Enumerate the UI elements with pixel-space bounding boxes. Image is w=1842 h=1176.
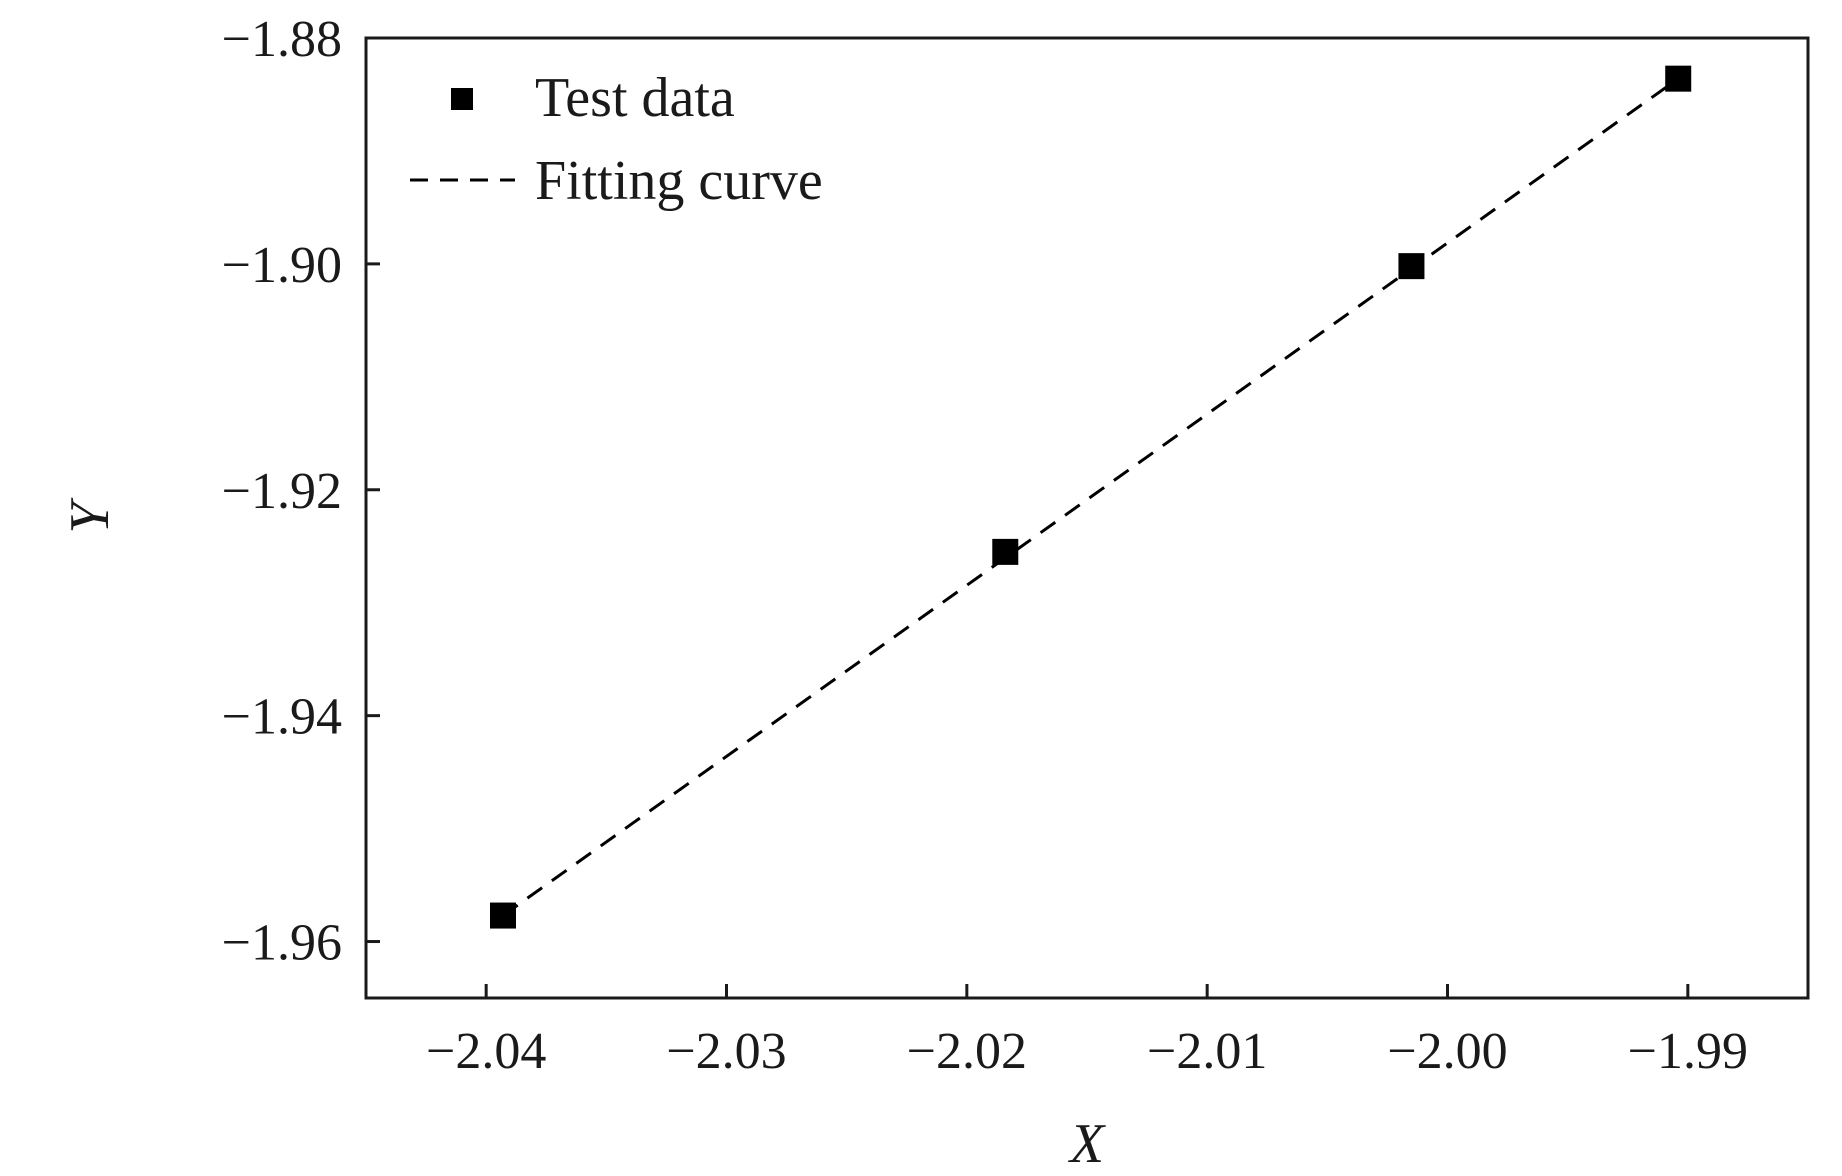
test-data-point — [489, 902, 516, 929]
y-tick-label: −1.92 — [222, 463, 342, 520]
x-tick-label: −2.00 — [1387, 1023, 1507, 1080]
x-tick-label: −2.01 — [1147, 1023, 1267, 1080]
legend: Test data Fitting curve — [410, 67, 823, 212]
legend-marker-test-data — [451, 88, 473, 110]
test-data-point — [1398, 253, 1425, 280]
legend-label-test-data: Test data — [535, 67, 735, 129]
y-tick-label: −1.88 — [222, 11, 342, 68]
x-axis: −2.04 −2.03 −2.02 −2.01 −2.00 −1.99 — [426, 984, 1748, 1080]
x-axis-title: X — [1068, 1113, 1107, 1175]
y-tick-label: −1.90 — [222, 237, 342, 294]
x-tick-label: −2.02 — [907, 1023, 1027, 1080]
test-data-point — [1665, 65, 1692, 92]
plot-frame — [364, 36, 1810, 1000]
y-tick-label: −1.96 — [222, 915, 342, 972]
plot-layer — [489, 65, 1692, 929]
test-data-point — [992, 538, 1019, 565]
y-axis-title: Y — [59, 497, 121, 534]
fitting-curve-line — [502, 77, 1680, 917]
y-tick-label: −1.94 — [222, 689, 342, 746]
x-tick-label: −1.99 — [1628, 1023, 1748, 1080]
y-axis: −1.88 −1.90 −1.92 −1.94 −1.96 — [222, 11, 380, 972]
legend-label-fitting-curve: Fitting curve — [535, 150, 823, 212]
x-tick-label: −2.04 — [426, 1023, 546, 1080]
x-tick-label: −2.03 — [666, 1023, 786, 1080]
